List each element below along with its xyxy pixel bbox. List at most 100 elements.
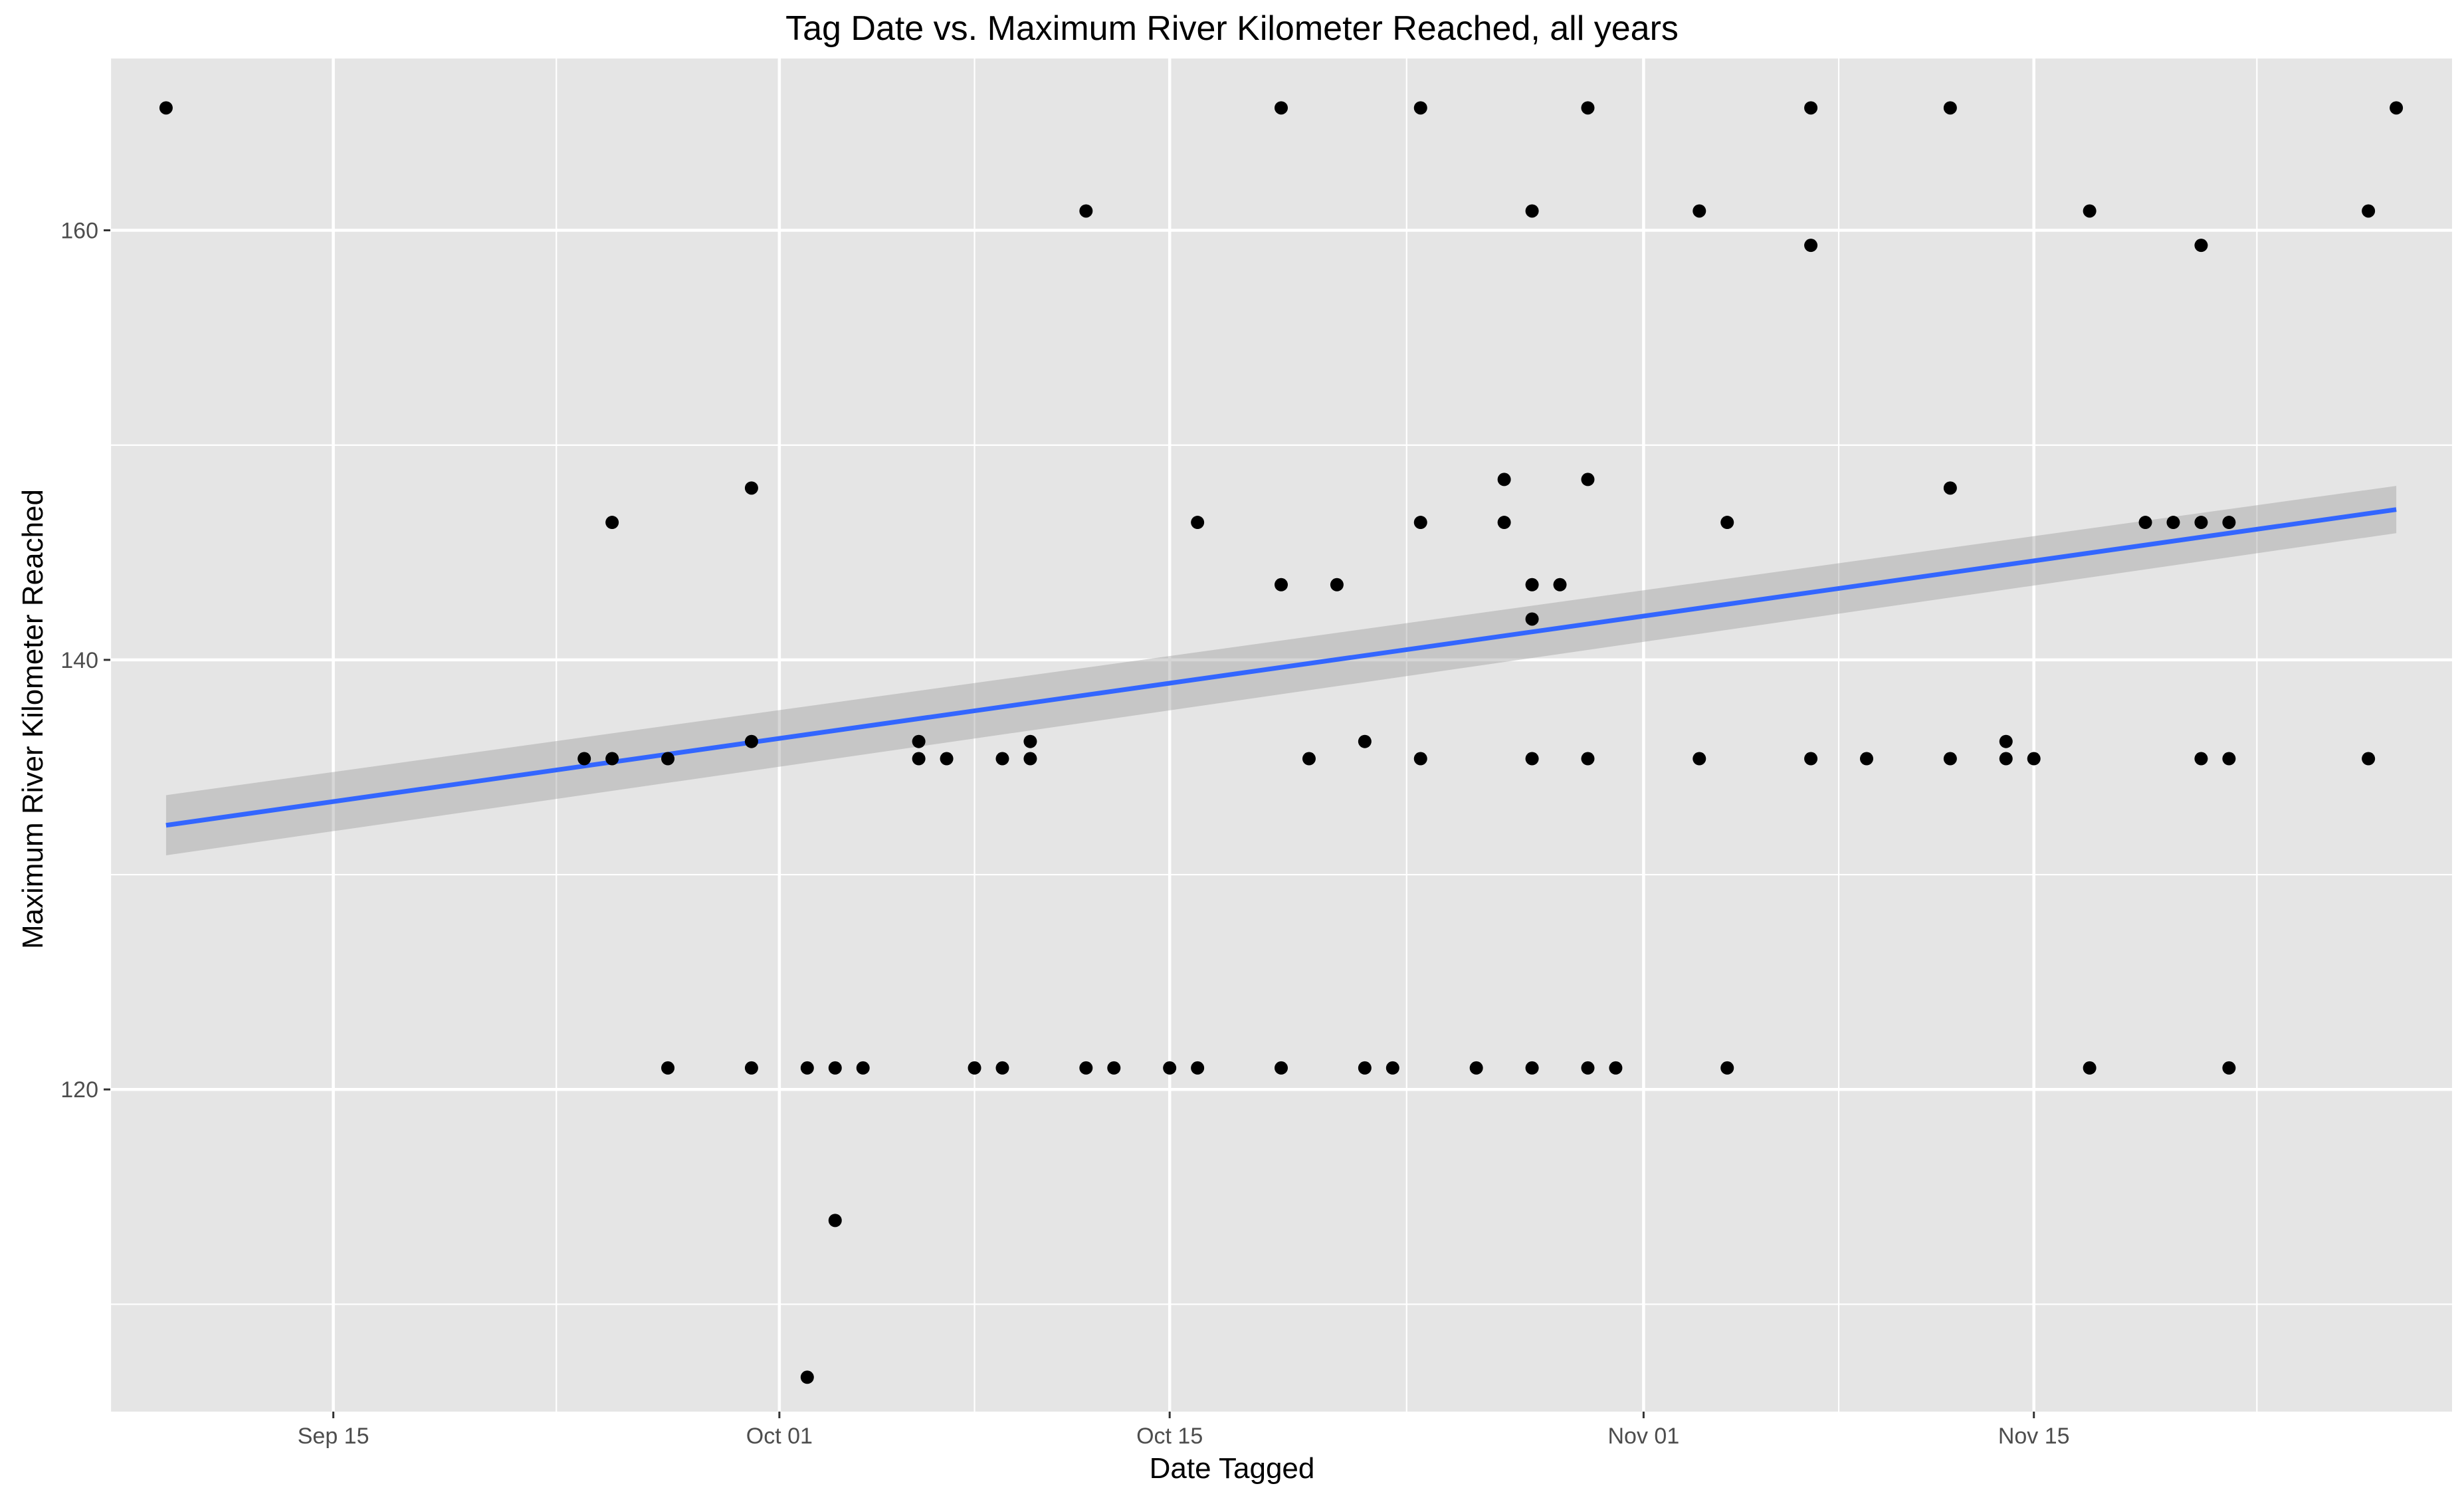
data-point	[744, 481, 758, 495]
data-point	[1999, 752, 2013, 766]
data-point	[1693, 752, 1706, 766]
data-point	[661, 1061, 675, 1075]
data-point	[995, 752, 1009, 766]
data-point	[828, 1214, 842, 1228]
data-point	[2194, 516, 2208, 530]
x-tick-label: Sep 15	[298, 1424, 369, 1449]
data-point	[1163, 1061, 1177, 1075]
plot-panel	[110, 58, 2452, 1412]
data-point	[968, 1061, 981, 1075]
data-point	[828, 1061, 842, 1075]
data-point	[1413, 752, 1427, 766]
data-point	[1609, 1061, 1623, 1075]
y-axis: 120 140 160	[60, 219, 110, 1103]
data-point	[1497, 473, 1511, 486]
confidence-band-layer	[165, 486, 2397, 855]
data-point	[1525, 1061, 1539, 1075]
data-point	[1023, 734, 1037, 748]
data-point	[1804, 239, 1818, 253]
data-point	[995, 1061, 1009, 1075]
y-axis-title: Maximum River Kilometer Reached	[17, 489, 49, 949]
data-point	[912, 752, 926, 766]
data-point	[1943, 481, 1957, 495]
data-point	[1358, 734, 1372, 748]
data-point	[1525, 752, 1539, 766]
data-point	[1302, 752, 1316, 766]
data-point	[1023, 752, 1037, 766]
data-point	[1413, 101, 1427, 115]
data-point	[1525, 612, 1539, 626]
data-point	[1581, 1061, 1595, 1075]
data-points	[159, 101, 2404, 1384]
data-point	[1581, 473, 1595, 486]
data-point	[2362, 204, 2376, 218]
x-tick-label: Nov 01	[1608, 1424, 1680, 1449]
data-point	[1330, 578, 1344, 591]
data-point	[661, 752, 675, 766]
data-point	[1720, 1061, 1734, 1075]
data-point	[1581, 752, 1595, 766]
x-tick-label: Nov 15	[1998, 1424, 2070, 1449]
data-point	[1553, 578, 1567, 591]
y-tick-label: 120	[60, 1077, 98, 1103]
data-point	[1943, 101, 1957, 115]
data-point	[2166, 516, 2180, 530]
data-point	[1079, 1061, 1093, 1075]
x-tick-label: Oct 15	[1136, 1424, 1203, 1449]
data-point	[912, 734, 926, 748]
x-axis-title: Date Tagged	[1150, 1452, 1315, 1485]
trend-line-layer	[165, 507, 2397, 828]
chart-title: Tag Date vs. Maximum River Kilometer Rea…	[785, 9, 1679, 48]
data-point	[1860, 752, 1873, 766]
data-point	[1943, 752, 1957, 766]
data-point	[1191, 1061, 1205, 1075]
confidence-band	[165, 486, 2397, 855]
data-point	[2138, 516, 2152, 530]
data-point	[856, 1061, 870, 1075]
data-point	[2194, 752, 2208, 766]
data-point	[1525, 204, 1539, 218]
data-point	[1999, 734, 2013, 748]
data-point	[2222, 516, 2236, 530]
data-point	[1386, 1061, 1399, 1075]
data-point	[1275, 1061, 1288, 1075]
data-point	[1275, 578, 1288, 591]
major-gridlines	[110, 58, 2452, 1412]
y-tick-label: 160	[60, 219, 98, 244]
data-point	[605, 752, 619, 766]
data-point	[1581, 101, 1595, 115]
data-point	[1413, 516, 1427, 530]
data-point	[1107, 1061, 1121, 1075]
data-point	[800, 1370, 814, 1384]
data-point	[744, 1061, 758, 1075]
data-point	[1804, 752, 1818, 766]
x-tick-label: Oct 01	[746, 1424, 813, 1449]
data-point	[2194, 239, 2208, 253]
data-point	[1275, 101, 1288, 115]
data-point	[2222, 1061, 2236, 1075]
data-point	[2083, 204, 2097, 218]
data-point	[159, 101, 173, 115]
data-point	[2362, 752, 2376, 766]
data-point	[800, 1061, 814, 1075]
data-point	[2083, 1061, 2097, 1075]
data-point	[1469, 1061, 1483, 1075]
minor-gridlines	[109, 58, 2452, 1412]
data-point	[1358, 1061, 1372, 1075]
data-point	[940, 752, 954, 766]
data-point	[1804, 101, 1818, 115]
data-point	[2222, 752, 2236, 766]
trend-line	[165, 507, 2397, 828]
data-point	[2390, 101, 2404, 115]
data-point	[1497, 516, 1511, 530]
data-point	[1079, 204, 1093, 218]
data-point	[1693, 204, 1706, 218]
y-tick-label: 140	[60, 648, 98, 673]
data-point	[2027, 752, 2041, 766]
data-point	[744, 734, 758, 748]
data-point	[577, 752, 591, 766]
data-point	[1525, 578, 1539, 591]
data-point	[1191, 516, 1205, 530]
data-point	[605, 516, 619, 530]
